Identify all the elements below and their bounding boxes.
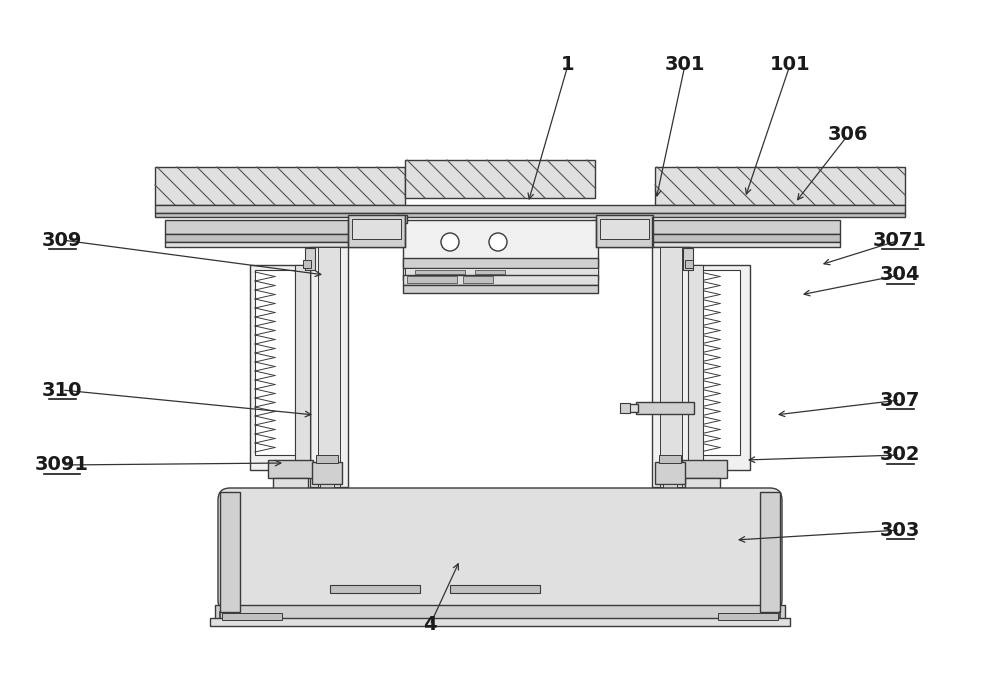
Bar	[165, 234, 405, 242]
Bar	[688, 265, 703, 470]
Bar	[403, 285, 598, 293]
FancyBboxPatch shape	[218, 488, 782, 612]
Text: 303: 303	[880, 521, 920, 540]
Bar	[268, 460, 313, 478]
Bar	[407, 276, 457, 283]
Bar	[663, 484, 677, 494]
Bar	[655, 167, 905, 205]
Bar	[660, 247, 682, 487]
Text: 307: 307	[880, 391, 920, 410]
Text: 3071: 3071	[873, 231, 927, 250]
Bar	[683, 248, 693, 270]
Bar	[690, 265, 750, 470]
Bar	[403, 258, 598, 268]
Bar	[415, 270, 465, 274]
Bar	[592, 234, 840, 242]
Bar	[222, 613, 282, 620]
Bar	[620, 403, 630, 413]
Bar	[220, 492, 240, 612]
Bar	[155, 213, 905, 217]
Text: 302: 302	[880, 445, 920, 464]
Bar	[395, 215, 407, 223]
Circle shape	[441, 233, 459, 251]
Bar	[250, 265, 310, 470]
Bar	[303, 260, 311, 268]
Bar	[155, 205, 905, 213]
Bar	[330, 585, 420, 593]
Bar	[316, 455, 338, 463]
Bar	[310, 247, 348, 487]
Bar	[305, 248, 315, 270]
Bar	[463, 276, 493, 283]
Text: 304: 304	[880, 266, 920, 285]
Bar	[655, 462, 685, 484]
Bar	[405, 268, 598, 275]
Bar	[700, 270, 740, 455]
Bar	[760, 492, 780, 612]
Bar	[348, 215, 405, 247]
Bar	[403, 220, 598, 280]
Bar	[659, 455, 681, 463]
Bar	[685, 478, 720, 490]
Bar	[450, 585, 540, 593]
Bar	[215, 605, 785, 620]
Text: 1: 1	[561, 56, 575, 75]
Text: 309: 309	[42, 231, 82, 250]
Bar	[718, 613, 778, 620]
Circle shape	[489, 233, 507, 251]
Bar	[273, 478, 308, 490]
Bar	[318, 247, 340, 487]
Bar	[652, 247, 690, 487]
Bar	[320, 484, 334, 494]
Text: 4: 4	[423, 616, 437, 635]
Bar	[596, 215, 653, 247]
Bar	[403, 275, 598, 285]
Bar	[682, 460, 727, 478]
Bar	[592, 220, 840, 234]
Bar	[210, 618, 790, 626]
Bar	[165, 242, 405, 247]
Bar	[405, 160, 595, 198]
Bar	[255, 270, 295, 455]
Bar	[592, 242, 840, 247]
Text: 301: 301	[665, 56, 705, 75]
Bar	[165, 220, 405, 234]
Bar	[220, 492, 780, 612]
Bar	[475, 270, 505, 274]
Bar	[352, 219, 401, 239]
Bar	[636, 402, 694, 414]
Bar	[312, 462, 342, 484]
Bar	[155, 167, 405, 205]
Bar	[600, 219, 649, 239]
Bar	[295, 265, 310, 470]
Text: 310: 310	[42, 380, 82, 399]
Bar	[685, 260, 693, 268]
Text: 306: 306	[828, 125, 868, 144]
Text: 3091: 3091	[35, 456, 89, 475]
Text: 101: 101	[770, 56, 810, 75]
Bar	[628, 404, 638, 412]
